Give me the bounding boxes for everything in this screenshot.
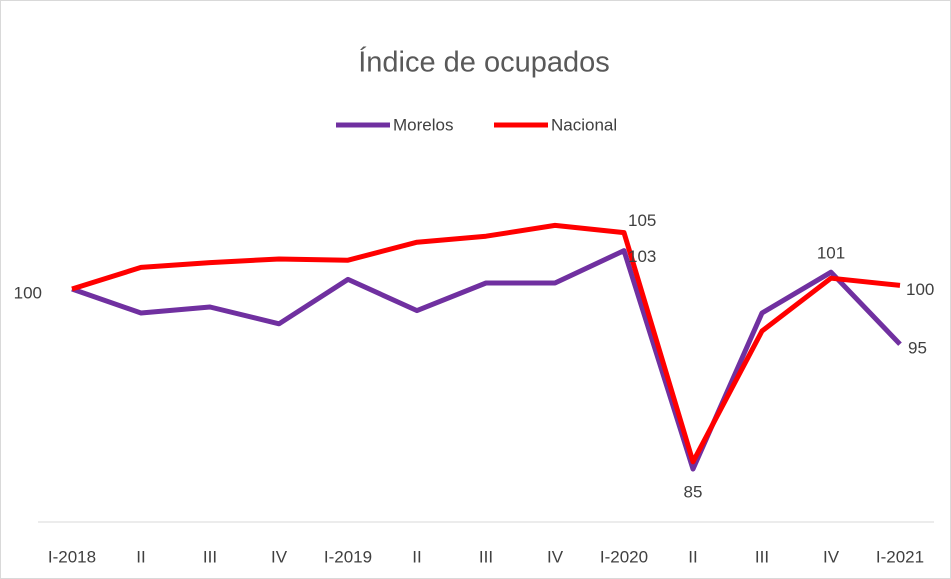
- data-label: 95: [908, 339, 927, 358]
- series-line: [71, 248, 902, 472]
- x-tick-label: I-2020: [600, 547, 648, 566]
- x-tick-label: I-2018: [48, 547, 96, 566]
- data-label: 100: [906, 280, 934, 299]
- x-tick-label: I-2019: [324, 547, 372, 566]
- x-tick-label: II: [136, 547, 145, 566]
- data-label: 105: [628, 211, 656, 230]
- legend-label: Morelos: [393, 115, 453, 134]
- chart-title: Índice de ocupados: [358, 46, 610, 79]
- data-label: 101: [817, 244, 845, 263]
- x-tick-label: IV: [271, 547, 288, 566]
- data-label: 103: [628, 247, 656, 266]
- x-tick-label: II: [412, 547, 421, 566]
- data-label: 85: [684, 482, 703, 501]
- data-label: 100: [14, 283, 42, 302]
- series-line: [71, 222, 901, 465]
- x-tick-label: IV: [547, 547, 564, 566]
- x-tick-label: III: [755, 547, 769, 566]
- x-tick-label: II: [688, 547, 697, 566]
- x-tick-label: IV: [823, 547, 840, 566]
- x-tick-label: III: [479, 547, 493, 566]
- legend-label: Nacional: [551, 115, 617, 134]
- x-tick-label: III: [203, 547, 217, 566]
- x-tick-label: I-2021: [876, 547, 924, 566]
